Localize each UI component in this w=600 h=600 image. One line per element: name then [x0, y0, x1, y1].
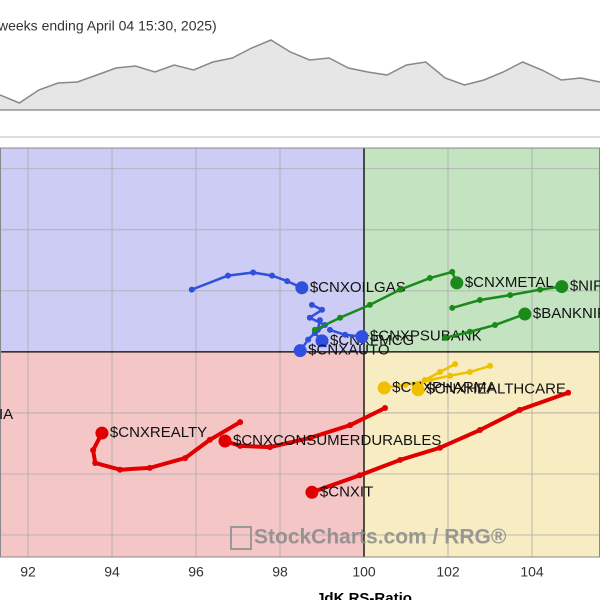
- tail-point: [347, 422, 354, 429]
- tail-point: [452, 361, 459, 368]
- quadrant-leading: [364, 148, 600, 352]
- tail-point: [319, 306, 326, 313]
- series-label: $NIFTY: [570, 278, 600, 295]
- tail-point: [447, 372, 454, 379]
- x-axis-label: JdK RS-Ratio: [316, 590, 412, 600]
- quadrant-improving: [0, 148, 365, 352]
- head-point: [95, 426, 109, 440]
- benchmark-area: [0, 40, 600, 110]
- series-label: $CNXHEALTHCARE: [426, 381, 566, 398]
- head-point: [355, 330, 369, 344]
- head-point: [377, 381, 391, 395]
- tail-point: [449, 268, 456, 275]
- tail-point: [188, 286, 195, 293]
- tail-point: [426, 275, 433, 282]
- series-label: $BANKNIFTY: [533, 305, 600, 322]
- tail-point: [305, 336, 312, 343]
- tail-point: [536, 286, 543, 293]
- head-point: [315, 334, 329, 348]
- annotation: IA: [0, 406, 13, 423]
- series-label: $CNXCONSUMERDURABLES: [233, 432, 441, 449]
- series-label: $CNXIT: [320, 483, 373, 500]
- tail-point: [206, 436, 213, 443]
- tail-point: [492, 322, 499, 329]
- series-label: $CNXOILGAS: [310, 279, 406, 296]
- tail-point: [224, 272, 231, 279]
- series-label: $CNXPSUBANK: [370, 328, 482, 345]
- series-label: $CNXREALTY: [110, 424, 207, 441]
- tail-point: [237, 419, 244, 426]
- tail-point: [397, 456, 404, 463]
- head-point: [305, 485, 319, 499]
- tail-point: [421, 376, 428, 383]
- head-point: [450, 276, 464, 290]
- tail-point: [516, 406, 523, 413]
- head-point: [518, 307, 532, 321]
- tail-point: [316, 317, 323, 324]
- x-tick-label: 102: [436, 564, 460, 580]
- tail-point: [449, 304, 456, 311]
- tail-point: [306, 434, 313, 441]
- tail-point: [466, 328, 473, 335]
- watermark: StockCharts.com / RRG®: [254, 526, 507, 549]
- tail-line: [299, 319, 322, 352]
- tail-point: [90, 447, 97, 454]
- tail-point: [326, 326, 333, 333]
- x-tick-label: 96: [188, 564, 204, 580]
- x-tick-label: 100: [352, 564, 376, 580]
- tail-point: [565, 389, 572, 396]
- tail-point: [269, 272, 276, 279]
- tail-point: [306, 314, 313, 321]
- head-point: [295, 281, 309, 295]
- tail-point: [437, 369, 444, 376]
- quadrant-lagging: [0, 351, 365, 557]
- tail-point: [92, 459, 99, 466]
- head-point: [411, 383, 425, 397]
- tail-point: [342, 331, 349, 338]
- head-point: [555, 280, 569, 294]
- tail-point: [437, 444, 444, 451]
- tail-point: [402, 381, 409, 388]
- tail-point: [466, 369, 473, 376]
- x-tick-label: 104: [520, 564, 544, 580]
- tail-point: [284, 278, 291, 285]
- tail-line: [383, 364, 491, 390]
- x-tick-label: 94: [104, 564, 120, 580]
- head-point: [218, 434, 232, 448]
- tail-point: [382, 405, 389, 412]
- tail-point: [476, 297, 483, 304]
- tail-point: [250, 269, 257, 276]
- tail-point: [366, 301, 373, 308]
- tail-point: [337, 314, 344, 321]
- tail-point: [356, 472, 363, 479]
- tail-point: [308, 301, 315, 308]
- benchmark-line: [0, 39, 600, 104]
- series-label: $CNXAUTO: [308, 342, 389, 359]
- tail-point: [311, 326, 318, 333]
- tail-point: [237, 442, 244, 449]
- tail-point: [476, 427, 483, 434]
- x-tick-label: 92: [20, 564, 36, 580]
- tail-point: [507, 292, 514, 299]
- x-tick-label: 98: [272, 564, 288, 580]
- tail-point: [182, 455, 189, 462]
- tail-point: [487, 362, 494, 369]
- tail-point: [146, 464, 153, 471]
- tail-point: [442, 334, 449, 341]
- tail-point: [397, 286, 404, 293]
- head-point: [293, 344, 307, 358]
- series-label: $CNXMETAL: [465, 274, 554, 291]
- tail-point: [266, 444, 273, 451]
- tail-point: [116, 466, 123, 473]
- subtitle: weeks ending April 04 15:30, 2025): [0, 18, 217, 34]
- watermark-icon: [230, 526, 252, 550]
- tail-line: [444, 312, 526, 340]
